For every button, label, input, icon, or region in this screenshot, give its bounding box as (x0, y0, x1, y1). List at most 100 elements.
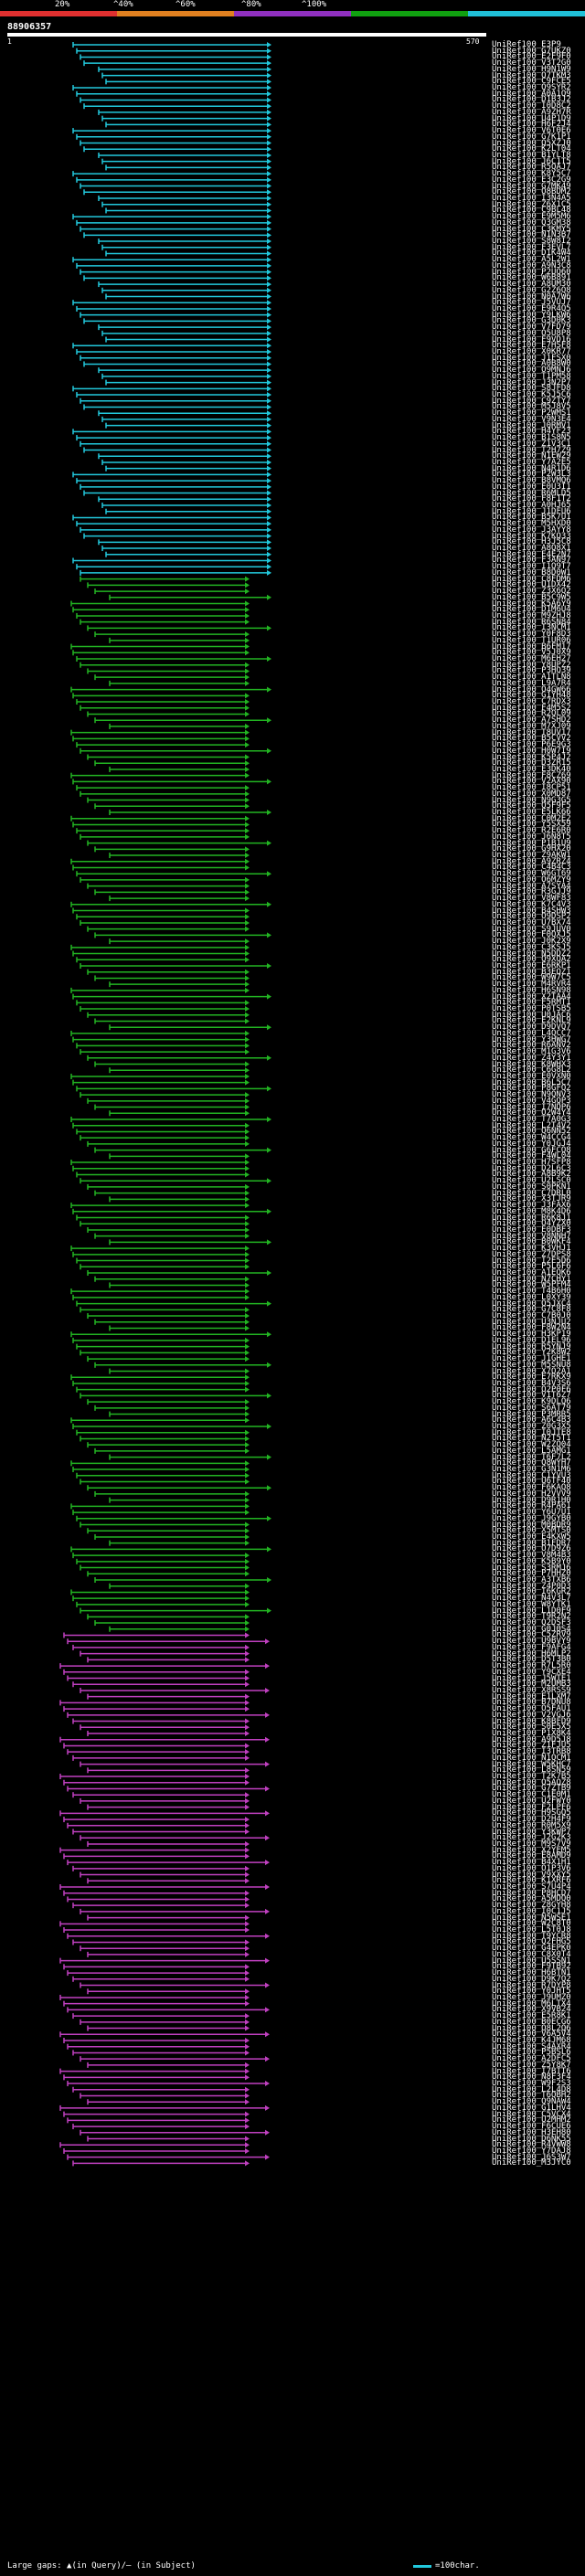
hit-label[interactable]: UniRef100_O8L2Q6 (492, 2023, 571, 2033)
hit-label[interactable]: UniRef100_E9R4Q5 (492, 303, 571, 313)
hit-label[interactable]: UniRef100_K5J5C6 (492, 390, 571, 400)
hit-label[interactable]: UniRef100_V9XXY5 (492, 1870, 571, 1880)
hit-label[interactable]: UniRef100_J6C1T5 (492, 156, 571, 166)
hit-label[interactable]: UniRef100_B5K7U1 (492, 513, 571, 523)
hit-label[interactable]: UniRef100_J9GYB0 (492, 1513, 571, 1523)
hit-label[interactable]: UniRef100_U3NJU2 (492, 1317, 571, 1327)
hit-label[interactable]: UniRef100_A1EQK6 (492, 1268, 571, 1277)
hit-label[interactable]: UniRef100_R3GJJ9 (492, 887, 571, 897)
hit-label[interactable]: UniRef100_H6BTN1 (492, 1968, 571, 1978)
hit-label[interactable]: UniRef100_B5CVV2 (492, 734, 571, 744)
hit-label[interactable]: UniRef100_I0D8C2 (492, 101, 571, 111)
hit-label[interactable]: UniRef100_E3C2G9 (492, 175, 571, 185)
hit-label[interactable]: UniRef100_Z8GYH8 (492, 1901, 571, 1911)
hit-label[interactable]: UniRef100_V6A5V4 (492, 2030, 571, 2040)
hit-label[interactable]: UniRef100_R7DYP8 (492, 1980, 571, 1990)
hit-label[interactable]: UniRef100_H0W7I9 (492, 746, 571, 756)
hit-label[interactable]: UniRef100_O9DSP2 (492, 912, 571, 922)
hit-label[interactable]: UniRef100_G7UKZ0 (492, 46, 571, 56)
hit-label[interactable]: UniRef100_R6MLD5 (492, 488, 571, 498)
hit-label[interactable]: UniRef100_X2TAA4 (492, 991, 571, 1002)
hit-label[interactable]: UniRef100_Q5XZJ0 (492, 138, 571, 148)
hit-label[interactable]: UniRef100_F3EVL7 (492, 242, 571, 252)
hit-label[interactable]: UniRef100_L9A7R4 (492, 678, 571, 688)
hit-label[interactable]: UniRef100_E6RKP1 (492, 961, 571, 970)
hit-label[interactable]: UniRef100_F8CZ69 (492, 770, 571, 780)
hit-label[interactable]: UniRef100_H3J5C8 (492, 537, 571, 547)
hit-label[interactable]: UniRef100_S8JFD8 (492, 384, 571, 394)
hit-label[interactable]: UniRef100_Q5AQZ8 (492, 1777, 571, 1787)
hit-label[interactable]: UniRef100_F9AFG4 (492, 1642, 571, 1652)
hit-label[interactable]: UniRef100_Z4P0D3 (492, 1581, 571, 1591)
hit-label[interactable]: UniRef100_A1TLN8 (492, 673, 571, 683)
hit-label[interactable]: UniRef100_N5WSE1 (492, 1913, 571, 1923)
hit-label[interactable]: UniRef100_F6CUE6 (492, 2122, 571, 2132)
hit-label[interactable]: UniRef100_W5KHC7 (492, 1759, 571, 1769)
hit-label[interactable]: UniRef100_U0JAC6 (492, 1010, 571, 1020)
hit-label[interactable]: UniRef100_Z3X6Q2 (492, 587, 571, 597)
hit-label[interactable]: UniRef100_K8BFD9 (492, 1716, 571, 1726)
hit-label[interactable]: UniRef100_E7HSF8 (492, 341, 571, 351)
hit-label[interactable]: UniRef100_Z1V3C1 (492, 439, 571, 449)
hit-label[interactable]: UniRef100_J3AYY8 (492, 525, 571, 535)
hit-label[interactable]: UniRef100_B8VMQ6 (492, 476, 571, 486)
hit-label[interactable]: UniRef100_A0A1Q9 (492, 89, 571, 99)
hit-label[interactable]: UniRef100_Y3HWG7 (492, 1034, 571, 1044)
hit-label[interactable]: UniRef100_P1B1U9 (492, 838, 571, 848)
hit-label[interactable]: UniRef100_Q5JXC4 (492, 1299, 571, 1309)
hit-label[interactable]: UniRef100_B1S8N5 (492, 433, 571, 443)
hit-label[interactable]: UniRef100_Z6X1C5 (492, 199, 571, 209)
hit-label[interactable]: UniRef100_J9UMZ0 (492, 1992, 571, 2002)
hit-label[interactable]: UniRef100_M0BDR9 (492, 1520, 571, 1530)
hit-label[interactable]: UniRef100_C1E0M1 (492, 1790, 571, 1800)
hit-label[interactable]: UniRef100_J1FSX0 (492, 353, 571, 363)
hit-label[interactable]: UniRef100_G0J0S4 (492, 1624, 571, 1634)
hit-label[interactable]: UniRef100_N4V3L7 (492, 1594, 571, 1604)
hit-label[interactable]: UniRef100_F3AN97 (492, 556, 571, 566)
hit-label[interactable]: UniRef100_L2L4D8 (492, 2084, 571, 2094)
hit-label[interactable]: UniRef100_E4KXW5 (492, 1532, 571, 1542)
hit-label[interactable]: UniRef100_C7DRL0 (492, 1188, 571, 1198)
hit-label[interactable]: UniRef100_P7HHZ0 (492, 1569, 571, 1579)
hit-label[interactable]: UniRef100_A7SHD2 (492, 716, 571, 726)
hit-label[interactable]: UniRef100_D9K7Q2 (492, 1974, 571, 1984)
hit-label[interactable]: UniRef100_M4RVR4 (492, 980, 571, 990)
hit-label[interactable]: UniRef100_D2H4F9 (492, 1815, 571, 1825)
hit-label[interactable]: UniRef100_I0C1J5 (492, 1906, 571, 1916)
hit-label[interactable]: UniRef100_S6AT79 (492, 1403, 571, 1413)
hit-label[interactable]: UniRef100_E9M5M6 (492, 212, 571, 222)
hit-label[interactable]: UniRef100_E1LXM7 (492, 1691, 571, 1701)
hit-label[interactable]: UniRef100_F0QXJ5 (492, 930, 571, 940)
hit-label[interactable]: UniRef100_O9MNJ6 (492, 366, 571, 376)
hit-label[interactable]: UniRef100_S3RMJ6 (492, 1563, 571, 1573)
hit-label[interactable]: UniRef100_M9ZHJ8 (492, 610, 571, 620)
hit-label[interactable]: UniRef100_C4B4C3 (492, 863, 571, 873)
hit-label[interactable]: UniRef100_I1Q9T7 (492, 562, 571, 572)
hit-label[interactable]: UniRef100_Q8WYH7 (492, 1458, 571, 1468)
hit-label[interactable]: UniRef100_K7C4V3 (492, 899, 571, 909)
hit-label[interactable]: UniRef100_B6FM17 (492, 641, 571, 652)
hit-label[interactable]: UniRef100_P6E9G3 (492, 740, 571, 750)
hit-label[interactable]: UniRef100_N4R1D6 (492, 463, 571, 473)
hit-label[interactable]: UniRef100_C9ZTY7 (492, 396, 571, 406)
hit-label[interactable]: UniRef100_L5AMG1 (492, 1446, 571, 1456)
hit-label[interactable]: UniRef100_Q9XQA2 (492, 955, 571, 965)
hit-label[interactable]: UniRef100_Y3KWP7 (492, 1827, 571, 1837)
hit-label[interactable]: UniRef100_M5SNU8 (492, 1360, 571, 1370)
hit-label[interactable]: UniRef100_A8UM30 (492, 280, 571, 290)
hit-label[interactable]: UniRef100_G7ZTB9 (492, 1784, 571, 1794)
hit-label[interactable]: UniRef100_W4CCG4 (492, 1133, 571, 1143)
hit-label[interactable]: UniRef100_X0MD87 (492, 789, 571, 799)
hit-label[interactable]: UniRef100_B4V3S6 (492, 1378, 571, 1388)
hit-label[interactable]: UniRef100_D9DVQ7 (492, 1023, 571, 1033)
hit-label[interactable]: UniRef100_J0RMV1 (492, 420, 571, 430)
hit-label[interactable]: UniRef100_G9HX20 (492, 844, 571, 854)
hit-label[interactable]: UniRef100_Y5SX59 (492, 820, 571, 830)
hit-label[interactable]: UniRef100_E0DBF3 (492, 1224, 571, 1235)
hit-label[interactable]: UniRef100_L2T4V2 (492, 1120, 571, 1130)
hit-label[interactable]: UniRef100_E5LK66 (492, 808, 571, 817)
hit-label[interactable]: UniRef100_O7D9Z6 (492, 1544, 571, 1554)
hit-label[interactable]: UniRef100_K5P4J2 (492, 752, 571, 762)
hit-label[interactable]: UniRef100_F8W2N4 (492, 1323, 571, 1333)
hit-label[interactable]: UniRef100_C1YVU3 (492, 1470, 571, 1480)
